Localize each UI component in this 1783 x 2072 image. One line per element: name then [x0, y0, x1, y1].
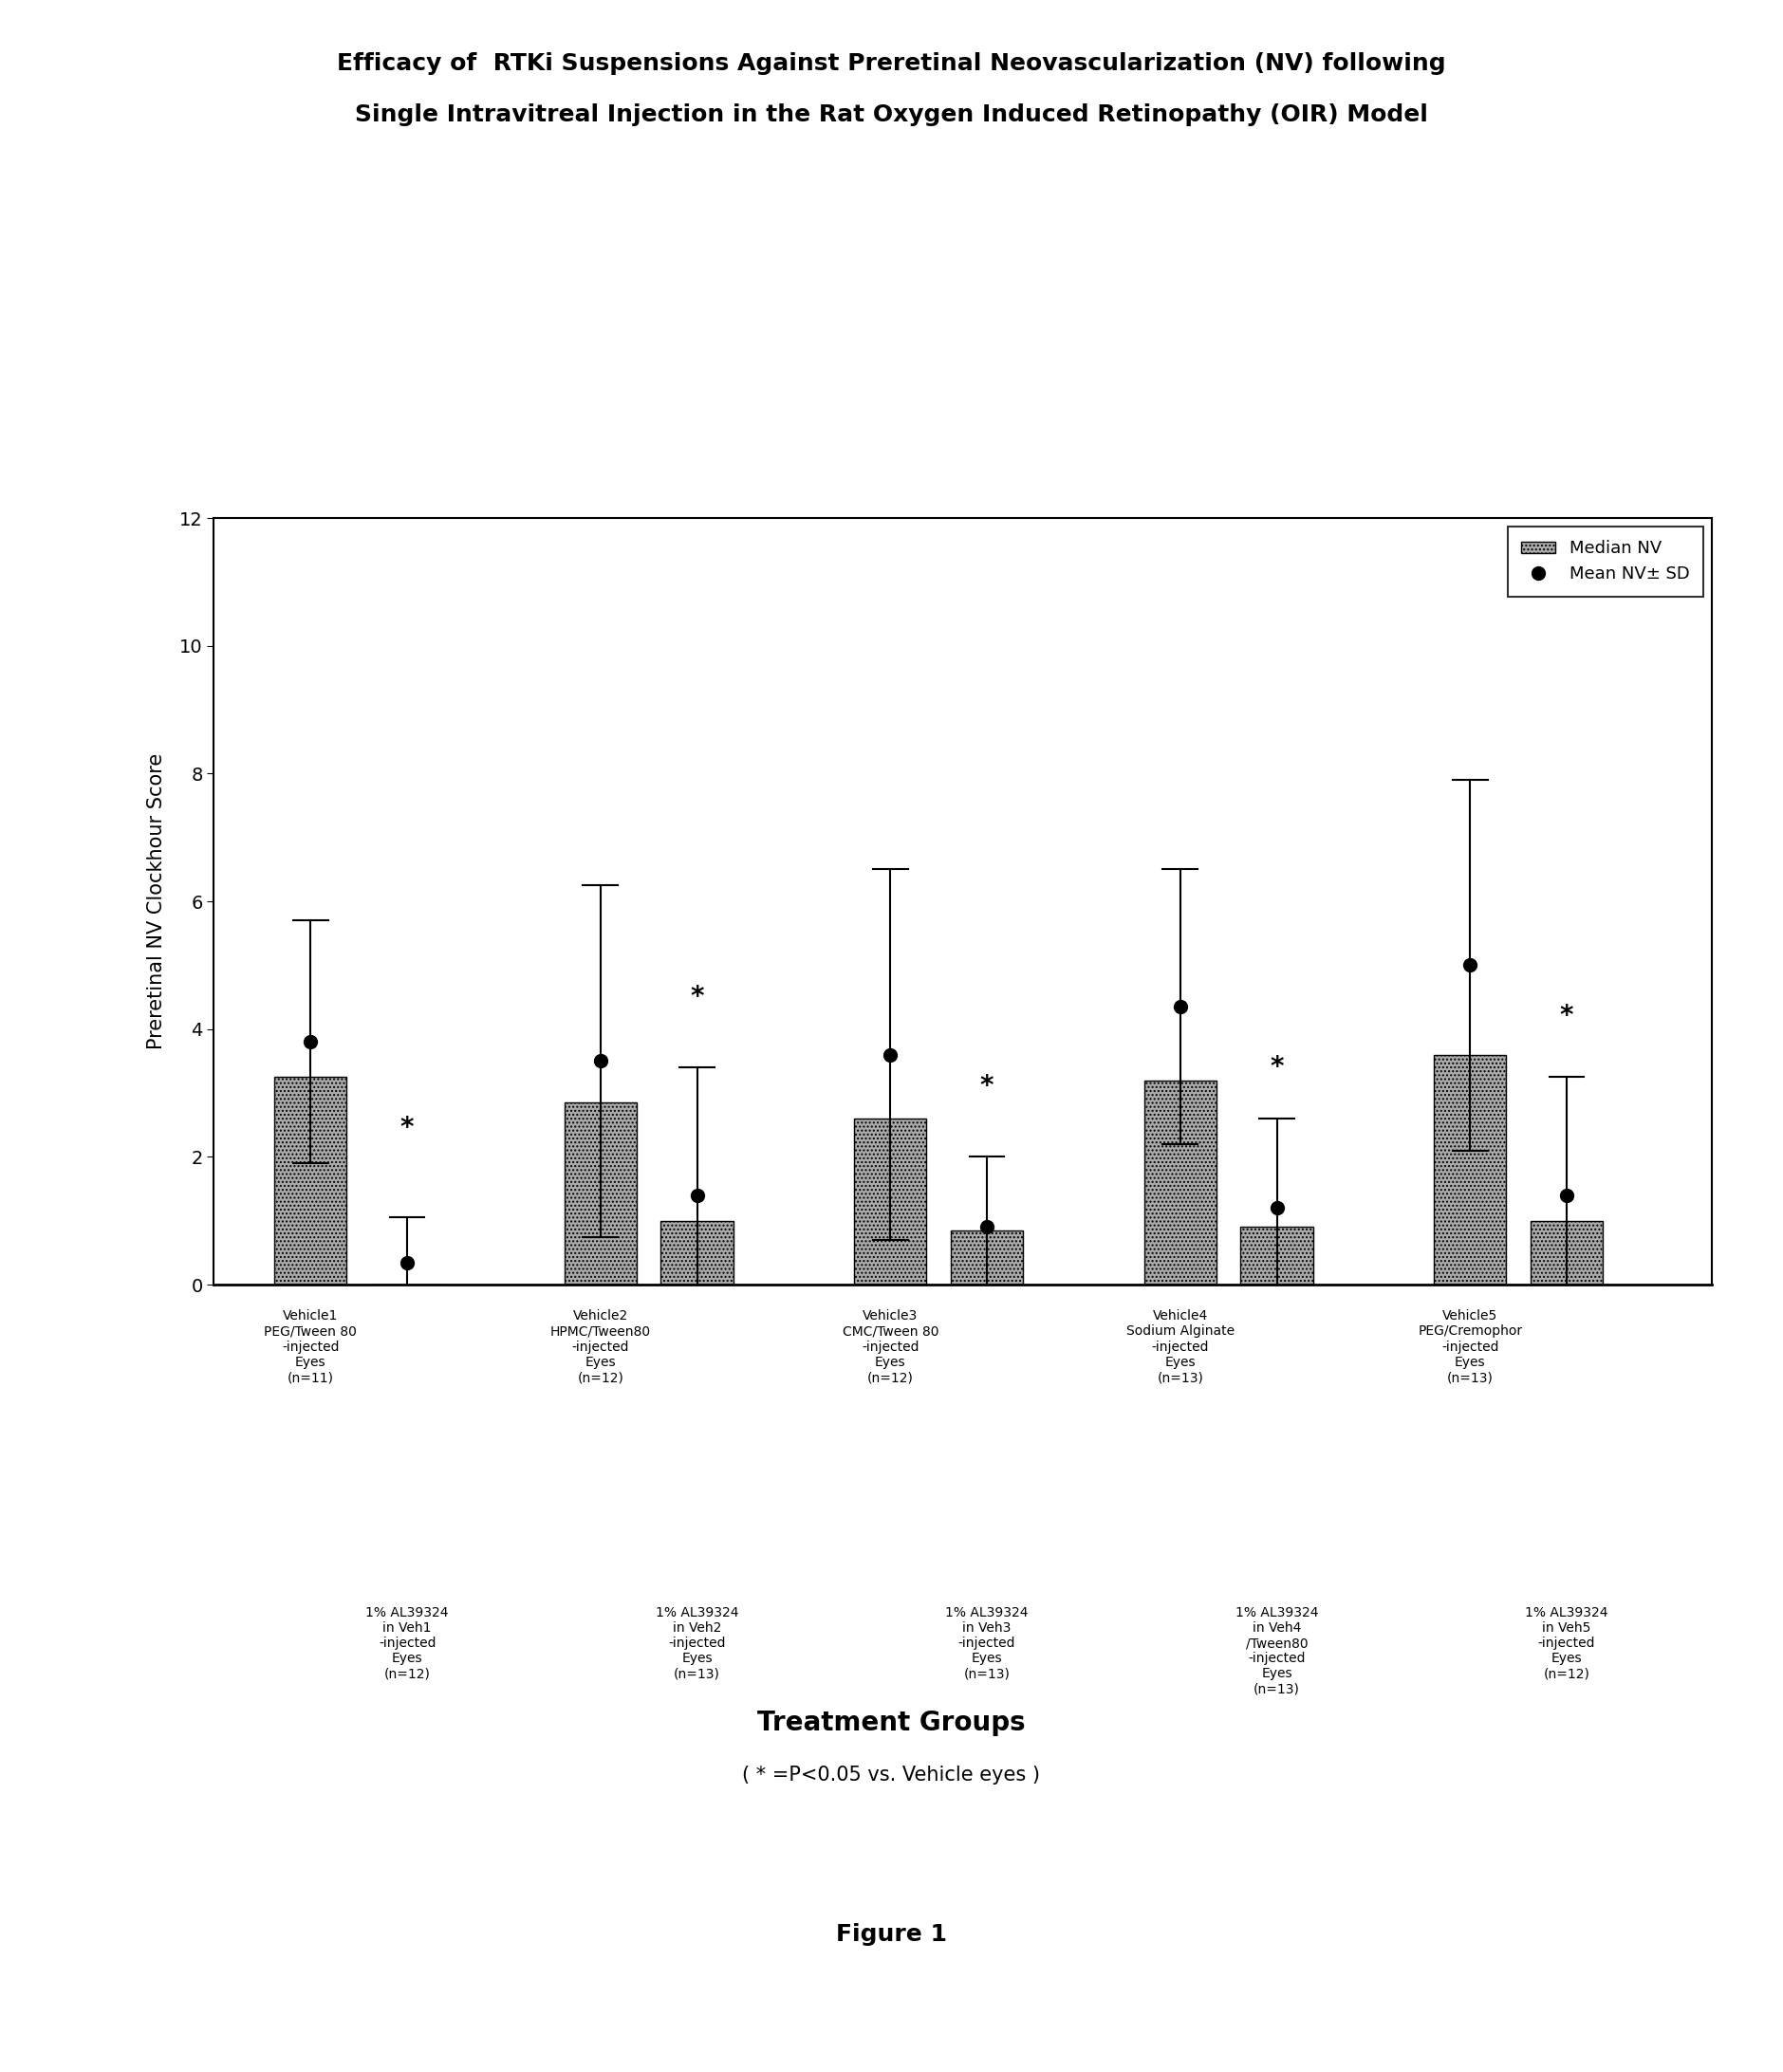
Bar	[1145, 1080, 1216, 1285]
Bar	[1434, 1055, 1507, 1285]
Text: 1% AL39324
in Veh2
-injected
Eyes
(n=13): 1% AL39324 in Veh2 -injected Eyes (n=13)	[656, 1606, 738, 1680]
Text: *: *	[1560, 1003, 1574, 1030]
Text: Vehicle1
PEG/Tween 80
-injected
Eyes
(n=11): Vehicle1 PEG/Tween 80 -injected Eyes (n=…	[264, 1310, 357, 1384]
Text: *: *	[690, 984, 704, 1009]
Text: 1% AL39324
in Veh4
/Tween80
-injected
Eyes
(n=13): 1% AL39324 in Veh4 /Tween80 -injected Ey…	[1236, 1606, 1318, 1695]
Text: ( * =P<0.05 vs. Vehicle eyes ): ( * =P<0.05 vs. Vehicle eyes )	[742, 1765, 1041, 1784]
Text: 1% AL39324
in Veh1
-injected
Eyes
(n=12): 1% AL39324 in Veh1 -injected Eyes (n=12)	[366, 1606, 449, 1680]
Bar	[275, 1077, 348, 1285]
Text: Single Intravitreal Injection in the Rat Oxygen Induced Retinopathy (OIR) Model: Single Intravitreal Injection in the Rat…	[355, 104, 1428, 126]
Bar	[661, 1220, 733, 1285]
Bar	[1530, 1220, 1603, 1285]
Text: Efficacy of  RTKi Suspensions Against Preretinal Neovascularization (NV) followi: Efficacy of RTKi Suspensions Against Pre…	[337, 52, 1446, 75]
Text: Vehicle3
CMC/Tween 80
-injected
Eyes
(n=12): Vehicle3 CMC/Tween 80 -injected Eyes (n=…	[842, 1310, 938, 1384]
Text: *: *	[1269, 1055, 1284, 1080]
Bar	[950, 1231, 1023, 1285]
Y-axis label: Preretinal NV Clockhour Score: Preretinal NV Clockhour Score	[148, 754, 166, 1048]
Bar	[1241, 1227, 1312, 1285]
Text: 1% AL39324
in Veh5
-injected
Eyes
(n=12): 1% AL39324 in Veh5 -injected Eyes (n=12)	[1524, 1606, 1608, 1680]
Text: *: *	[981, 1073, 993, 1100]
Legend: Median NV, Mean NV± SD: Median NV, Mean NV± SD	[1507, 526, 1703, 597]
Bar	[854, 1119, 927, 1285]
Text: Vehicle4
Sodium Alginate
-injected
Eyes
(n=13): Vehicle4 Sodium Alginate -injected Eyes …	[1127, 1310, 1234, 1384]
Bar	[563, 1102, 637, 1285]
Text: *: *	[401, 1115, 414, 1142]
Text: Vehicle5
PEG/Cremophor
-injected
Eyes
(n=13): Vehicle5 PEG/Cremophor -injected Eyes (n…	[1417, 1310, 1523, 1384]
Text: Vehicle2
HPMC/Tween80
-injected
Eyes
(n=12): Vehicle2 HPMC/Tween80 -injected Eyes (n=…	[551, 1310, 651, 1384]
Text: 1% AL39324
in Veh3
-injected
Eyes
(n=13): 1% AL39324 in Veh3 -injected Eyes (n=13)	[945, 1606, 1029, 1680]
Text: Treatment Groups: Treatment Groups	[758, 1709, 1025, 1736]
Text: Figure 1: Figure 1	[836, 1923, 947, 1946]
